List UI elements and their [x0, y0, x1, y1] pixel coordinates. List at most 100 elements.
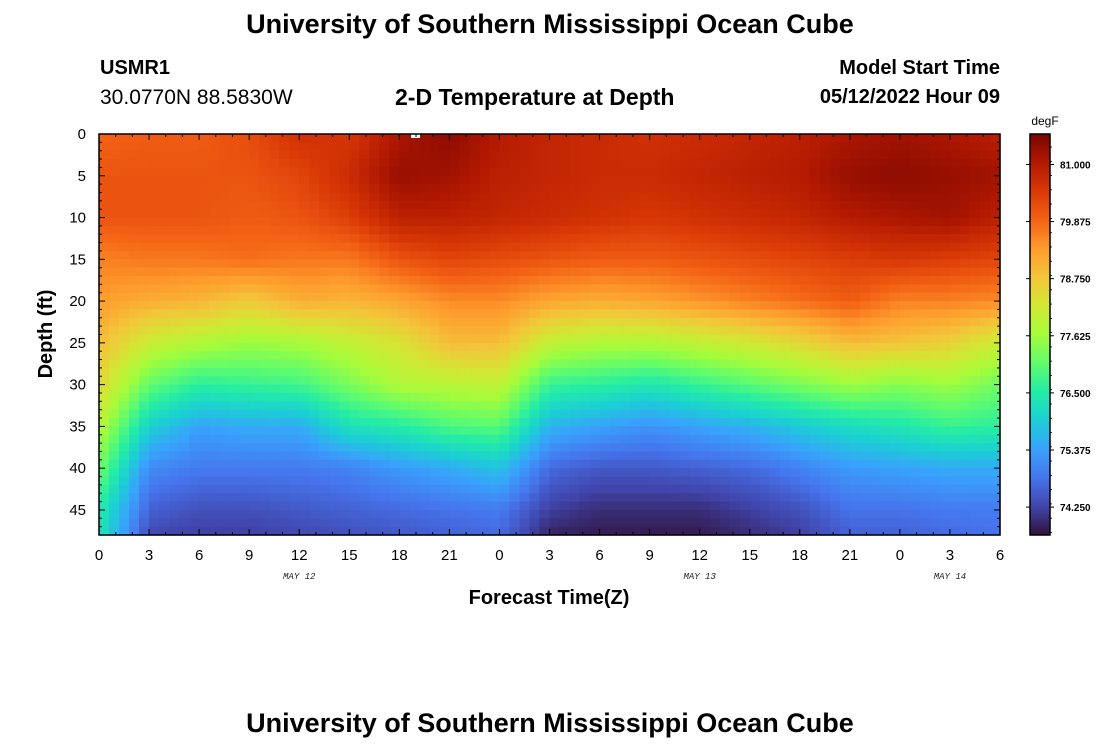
heatmap-cell [329, 309, 340, 319]
heatmap-cell [669, 159, 681, 169]
heatmap-cell [669, 200, 681, 210]
heatmap-cell [399, 418, 410, 427]
heatmap-cell [129, 242, 140, 252]
heatmap-cell [369, 443, 380, 453]
heatmap-cell [179, 376, 190, 386]
heatmap-cell [129, 367, 140, 377]
heatmap-cell [839, 501, 851, 511]
heatmap-cell [569, 392, 581, 402]
heatmap-cell [599, 459, 611, 469]
heatmap-cell [549, 217, 561, 227]
heatmap-cell [589, 267, 601, 277]
heatmap-cell [599, 250, 611, 260]
heatmap-cell [249, 367, 260, 377]
heatmap-cell [709, 468, 721, 478]
heatmap-cell [219, 301, 230, 311]
heatmap-cell [719, 184, 731, 194]
heatmap-cell [639, 259, 651, 269]
heatmap-cell [699, 259, 711, 269]
heatmap-cell [249, 150, 260, 160]
heatmap-cell [279, 501, 290, 511]
heatmap-cell [909, 351, 921, 361]
heatmap-cell [959, 225, 971, 235]
heatmap-cell [239, 468, 250, 478]
heatmap-cell [939, 134, 951, 143]
heatmap-cell [509, 150, 521, 160]
heatmap-cell [979, 142, 991, 152]
heatmap-cell [359, 167, 370, 177]
heatmap-cell [609, 443, 621, 453]
heatmap-cell [339, 142, 350, 152]
heatmap-cell [319, 250, 330, 260]
heatmap-cell [119, 501, 130, 511]
heatmap-cell [589, 434, 601, 444]
heatmap-cell [639, 200, 651, 210]
heatmap-cell [129, 518, 140, 528]
heatmap-cell [349, 301, 360, 311]
heatmap-cell [179, 209, 190, 219]
heatmap-cell [299, 359, 310, 369]
heatmap-cell [159, 434, 170, 444]
heatmap-cell [429, 468, 440, 478]
heatmap-cell [559, 284, 571, 294]
heatmap-cell [259, 225, 270, 235]
heatmap-cell [319, 342, 330, 352]
heatmap-cell [619, 443, 631, 453]
heatmap-cell [519, 443, 531, 453]
heatmap-cell [499, 326, 511, 336]
heatmap-cell [439, 317, 450, 327]
heatmap-cell [689, 250, 701, 260]
heatmap-cell [619, 476, 631, 486]
heatmap-cell [759, 367, 771, 377]
heatmap-cell [829, 426, 841, 436]
heatmap-cell [699, 392, 711, 402]
heatmap-cell [199, 409, 210, 419]
heatmap-cell [489, 367, 501, 377]
heatmap-cell [749, 518, 761, 528]
heatmap-cell [179, 259, 190, 269]
heatmap-cell [619, 267, 631, 277]
heatmap-cell [449, 242, 460, 252]
heatmap-cell [539, 409, 551, 419]
colorbar-label: 77.625 [1060, 332, 1091, 343]
heatmap-cell [499, 376, 511, 386]
heatmap-cell [789, 284, 801, 294]
heatmap-cell [509, 175, 521, 185]
heatmap-cell [189, 209, 200, 219]
heatmap-cell [269, 301, 280, 311]
heatmap-cell [739, 217, 751, 227]
heatmap-cell [429, 334, 440, 344]
heatmap-cell [639, 301, 651, 311]
heatmap-cell [199, 359, 210, 369]
heatmap-cell [879, 426, 891, 436]
heatmap-cell [539, 351, 551, 361]
heatmap-cell [439, 184, 450, 194]
heatmap-cell [899, 443, 911, 453]
heatmap-cell [519, 276, 531, 285]
heatmap-cell [929, 501, 941, 511]
heatmap-cell [609, 317, 621, 327]
heatmap-cell [509, 367, 521, 377]
heatmap-cell [819, 142, 831, 152]
heatmap-cell [559, 367, 571, 377]
heatmap-cell [709, 242, 721, 252]
heatmap-cell [709, 376, 721, 386]
heatmap-cell [889, 309, 901, 319]
heatmap-cell [279, 259, 290, 269]
heatmap-cell [279, 392, 290, 402]
heatmap-cell [339, 134, 350, 143]
heatmap-cell [439, 284, 450, 294]
heatmap-cell [389, 351, 400, 361]
heatmap-cell [959, 175, 971, 185]
heatmap-cell [899, 518, 911, 528]
heatmap-cell [99, 367, 110, 377]
heatmap-cell [379, 484, 390, 494]
heatmap-cell [739, 334, 751, 344]
heatmap-cell [339, 509, 350, 519]
heatmap-cell [879, 376, 891, 386]
heatmap-cell [369, 468, 380, 478]
heatmap-cell [439, 367, 450, 377]
heatmap-cell [309, 267, 320, 277]
heatmap-cell [599, 317, 611, 327]
heatmap-cell [579, 242, 591, 252]
